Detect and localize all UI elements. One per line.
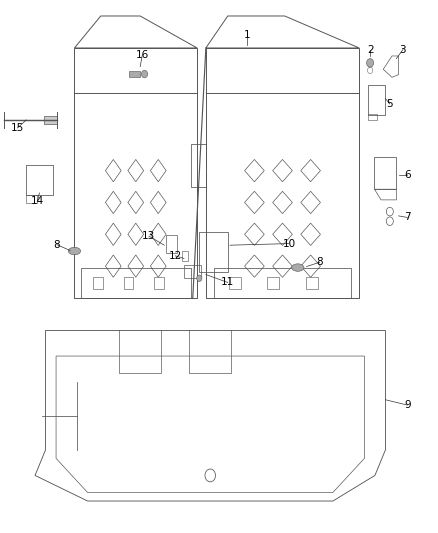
- Bar: [93, 278, 102, 289]
- Bar: [81, 269, 191, 298]
- Circle shape: [367, 59, 374, 67]
- Text: 13: 13: [142, 231, 155, 241]
- Bar: [368, 85, 385, 115]
- Bar: [305, 278, 318, 289]
- Text: 14: 14: [31, 197, 44, 206]
- Bar: [74, 48, 197, 298]
- Text: 12: 12: [169, 251, 182, 261]
- Bar: [184, 265, 201, 278]
- Circle shape: [141, 70, 148, 78]
- Bar: [191, 144, 206, 187]
- Text: 15: 15: [11, 123, 24, 133]
- Bar: [182, 251, 188, 261]
- Bar: [368, 114, 377, 120]
- Text: 5: 5: [386, 99, 393, 109]
- Bar: [374, 157, 396, 189]
- Bar: [26, 165, 53, 195]
- Text: 16: 16: [136, 50, 149, 60]
- Text: 3: 3: [399, 45, 406, 54]
- Bar: [199, 232, 228, 272]
- Bar: [206, 48, 359, 298]
- Bar: [267, 278, 279, 289]
- Bar: [214, 269, 351, 298]
- Text: 11: 11: [221, 278, 234, 287]
- Bar: [154, 278, 164, 289]
- Bar: [229, 278, 241, 289]
- Text: 1: 1: [244, 30, 251, 39]
- Text: 9: 9: [404, 400, 411, 410]
- Circle shape: [197, 275, 202, 281]
- Text: 2: 2: [367, 45, 374, 54]
- Ellipse shape: [68, 247, 81, 255]
- Text: 6: 6: [404, 170, 411, 180]
- Text: 8: 8: [53, 240, 60, 249]
- Bar: [129, 71, 140, 77]
- Text: 8: 8: [316, 257, 323, 267]
- Text: 7: 7: [404, 213, 411, 222]
- Bar: [166, 235, 177, 253]
- Bar: [44, 116, 57, 124]
- Ellipse shape: [292, 264, 304, 271]
- Text: 10: 10: [283, 239, 296, 248]
- Bar: [26, 195, 37, 203]
- Bar: [124, 278, 133, 289]
